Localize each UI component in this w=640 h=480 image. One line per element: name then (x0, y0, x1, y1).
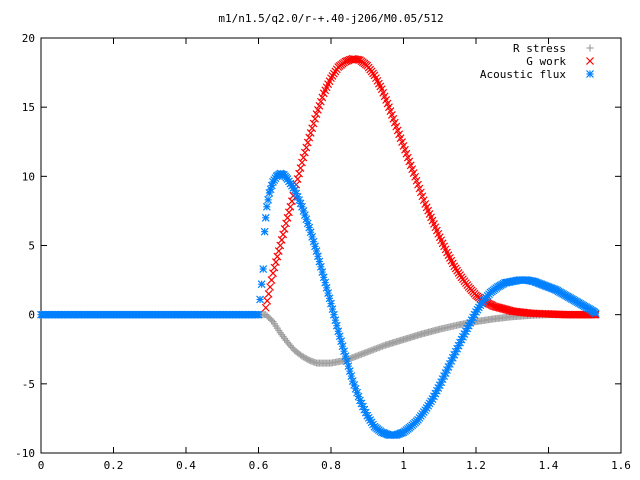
data-point (303, 138, 312, 147)
chart-title: m1/n1.5/q2.0/r-+.40-j206/M0.05/512 (218, 12, 443, 25)
x-tick-label: 1.2 (466, 459, 486, 472)
y-tick-label: 15 (22, 101, 35, 114)
x-tick-label: 0.4 (176, 459, 196, 472)
data-point (298, 202, 306, 211)
data-point (261, 303, 270, 312)
data-point (343, 357, 351, 366)
legend-marker (586, 57, 594, 65)
data-point (341, 352, 350, 361)
data-point (324, 289, 333, 298)
legend-label: R stress (513, 42, 566, 55)
y-tick-label: -5 (22, 378, 35, 391)
y-tick-label: 20 (22, 32, 35, 45)
data-point (316, 262, 325, 271)
data-point (263, 296, 272, 305)
data-point (335, 332, 344, 341)
legend-marker (586, 70, 594, 78)
x-tick-label: 1 (400, 459, 407, 472)
y-tick-label: 5 (28, 240, 35, 253)
data-point (308, 124, 317, 133)
data-point (316, 97, 325, 106)
data-point (337, 337, 346, 346)
x-tick-label: 1.6 (611, 459, 631, 472)
data-point (311, 242, 319, 251)
data-point (257, 280, 266, 289)
data-point (300, 148, 309, 157)
data-point (312, 110, 321, 119)
data-point (309, 119, 318, 128)
data-point (262, 202, 271, 211)
legend-label: Acoustic flux (480, 68, 566, 81)
data-point (299, 206, 308, 215)
data-point (308, 232, 317, 241)
data-point (347, 372, 356, 381)
data-point (267, 276, 276, 285)
data-layer (37, 54, 600, 439)
data-point (305, 223, 314, 232)
data-point (254, 310, 263, 319)
data-point (338, 342, 347, 351)
data-point (318, 268, 327, 276)
data-point (322, 283, 331, 292)
series-g-work (261, 54, 600, 319)
data-point (334, 327, 343, 336)
data-point (344, 362, 353, 371)
data-point (264, 195, 273, 204)
data-point (591, 309, 600, 318)
data-point (315, 257, 324, 266)
data-point (298, 158, 306, 167)
legend-marker (586, 44, 594, 52)
data-point (302, 143, 311, 152)
data-point (325, 294, 334, 303)
x-tick-label: 0.2 (104, 459, 124, 472)
x-tick-label: 0.6 (249, 459, 269, 472)
y-tick-label: 0 (28, 309, 35, 322)
data-point (264, 289, 273, 298)
data-point (256, 295, 264, 304)
data-point (261, 213, 270, 222)
y-tick-label: 10 (22, 170, 35, 183)
data-point (259, 265, 268, 273)
data-point (321, 278, 330, 287)
data-point (319, 273, 328, 282)
series-r-stress (37, 311, 600, 367)
data-point (266, 283, 275, 291)
data-point (306, 228, 315, 237)
data-point (318, 93, 327, 102)
data-point (311, 114, 319, 123)
legend-label: G work (526, 55, 566, 68)
data-point (260, 227, 269, 236)
x-tick-label: 0 (38, 459, 45, 472)
data-point (312, 247, 321, 255)
data-point (314, 106, 322, 114)
data-point (314, 252, 322, 261)
x-tick-label: 0.8 (321, 459, 341, 472)
data-point (299, 153, 308, 162)
data-point (309, 237, 318, 246)
x-tick-label: 1.4 (539, 459, 559, 472)
data-point (305, 133, 314, 142)
data-point (302, 215, 311, 224)
plot-frame (40, 37, 622, 454)
data-point (315, 101, 324, 110)
axis-ticks: 0 0.2 0.4 0.6 0.8 1 1.2 1.4 1.6 -10 -5 0 5 10 15 20 (15, 32, 631, 472)
series-acoustic-flux (37, 169, 600, 439)
data-point (340, 347, 348, 356)
data-point (306, 128, 315, 137)
y-tick-label: -10 (15, 447, 35, 460)
data-point (268, 316, 276, 324)
data-point (353, 55, 362, 64)
data-point (345, 367, 354, 376)
